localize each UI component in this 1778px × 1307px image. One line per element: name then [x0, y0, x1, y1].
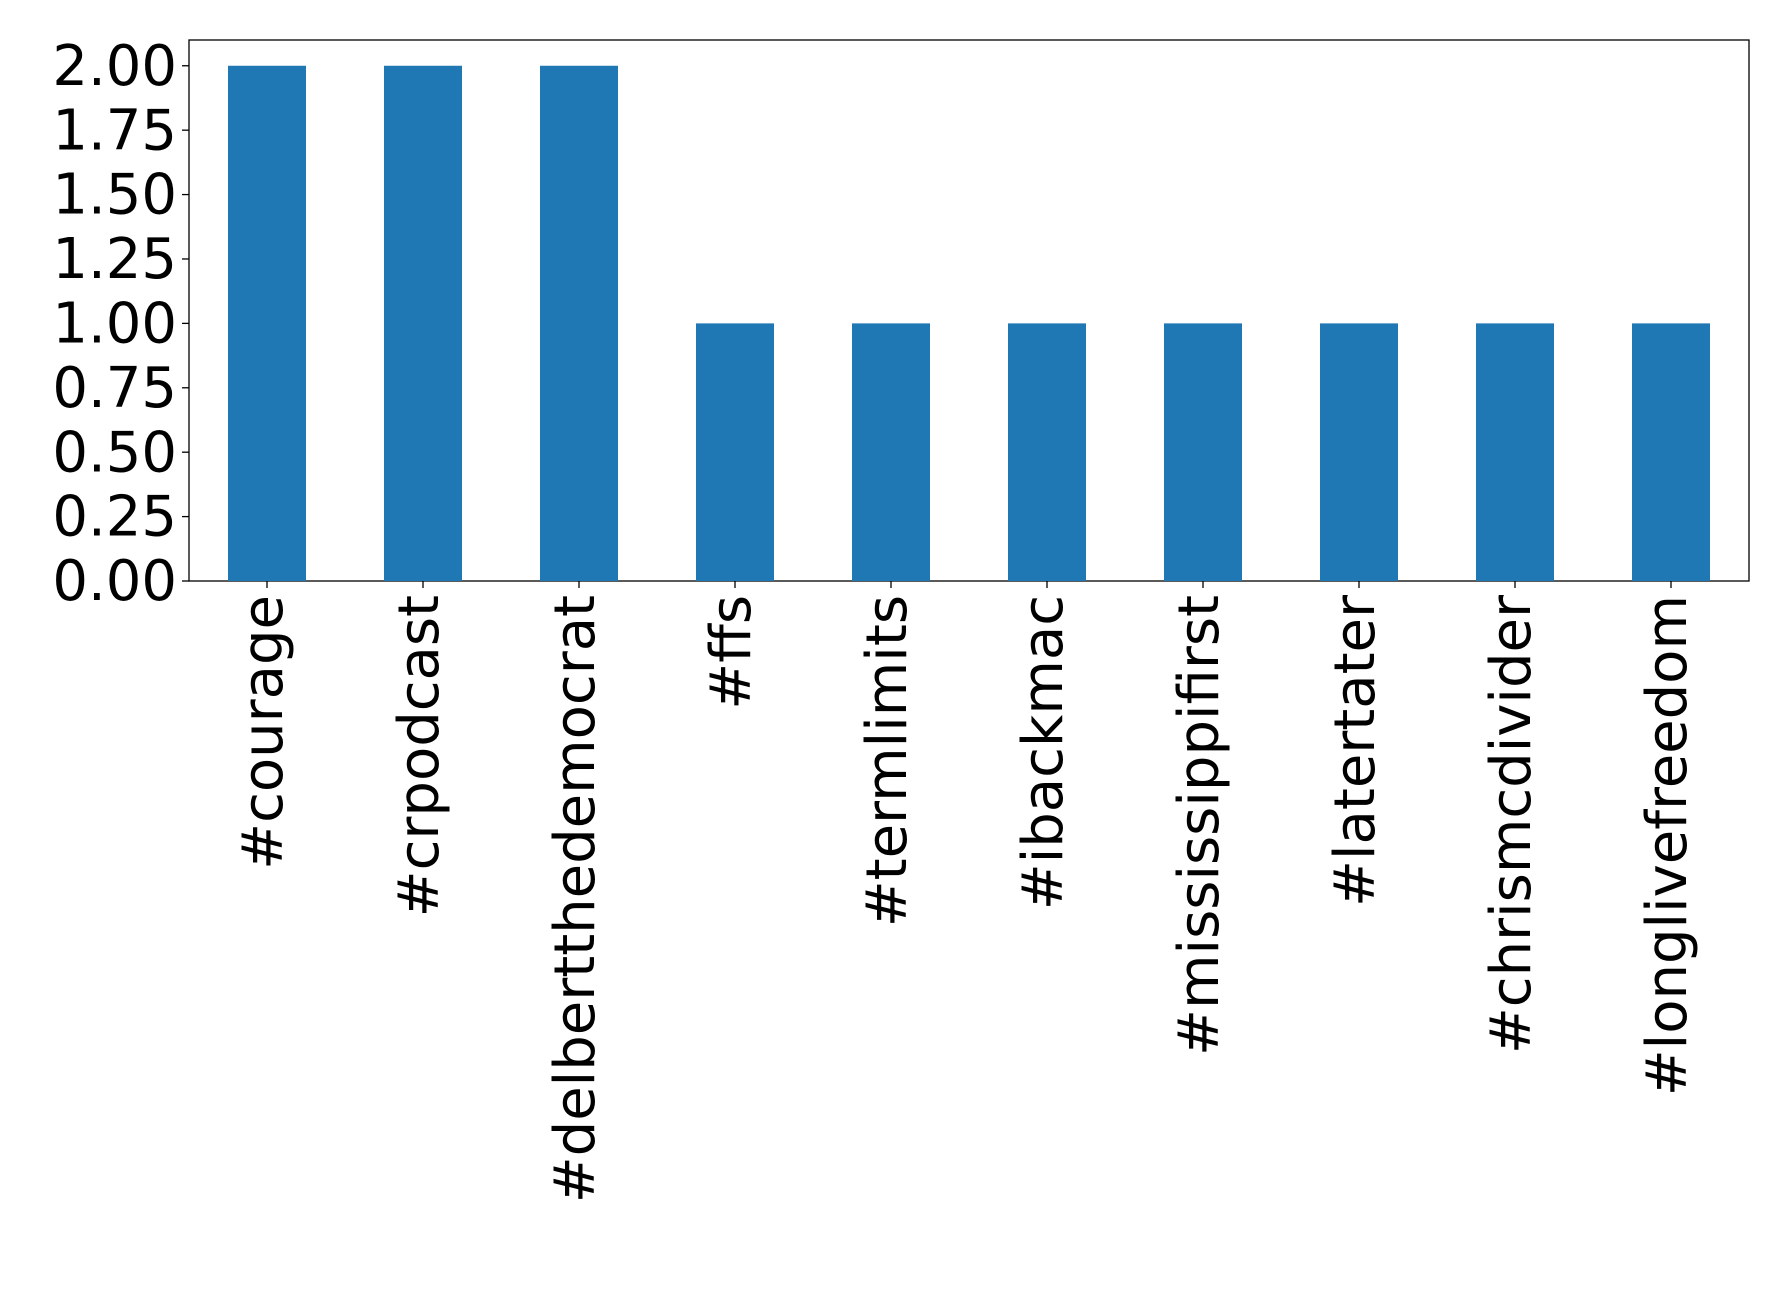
- y-tick-label: 1.00: [52, 292, 177, 357]
- bar: [1008, 323, 1086, 581]
- x-tick-label: #ibackmac: [1011, 595, 1076, 910]
- bar: [1476, 323, 1554, 581]
- x-tick-label: #latertater: [1323, 594, 1388, 907]
- x-tick-label: #crpodcast: [387, 595, 452, 917]
- x-tick-label: #chrismcdivider: [1479, 594, 1544, 1054]
- bar: [384, 65, 462, 581]
- bar: [228, 65, 306, 581]
- y-tick-label: 0.75: [52, 356, 177, 421]
- x-tick-label: #longlivefreedom: [1635, 595, 1700, 1096]
- x-tick-label: #delbertthedemocrat: [543, 595, 608, 1203]
- y-tick-label: 0.00: [52, 549, 177, 614]
- y-tick-label: 0.25: [52, 485, 177, 550]
- y-tick-label: 1.50: [52, 163, 177, 228]
- bar: [852, 323, 930, 581]
- plot-frame: [188, 39, 1750, 582]
- x-tick-label: #ffs: [699, 595, 764, 710]
- y-tick-label: 1.25: [52, 227, 177, 292]
- y-tick-label: 2.00: [52, 34, 177, 99]
- bar: [1320, 323, 1398, 581]
- bar: [1164, 323, 1242, 581]
- y-tick-label: 0.50: [52, 420, 177, 485]
- x-tick-label: #mississippifirst: [1167, 595, 1232, 1056]
- bar: [1632, 323, 1710, 581]
- x-tick-label: #termlimits: [855, 595, 920, 927]
- bar: [540, 65, 618, 581]
- y-tick-label: 1.75: [52, 98, 177, 163]
- bar: [696, 323, 774, 581]
- x-tick-label: #courage: [231, 595, 296, 870]
